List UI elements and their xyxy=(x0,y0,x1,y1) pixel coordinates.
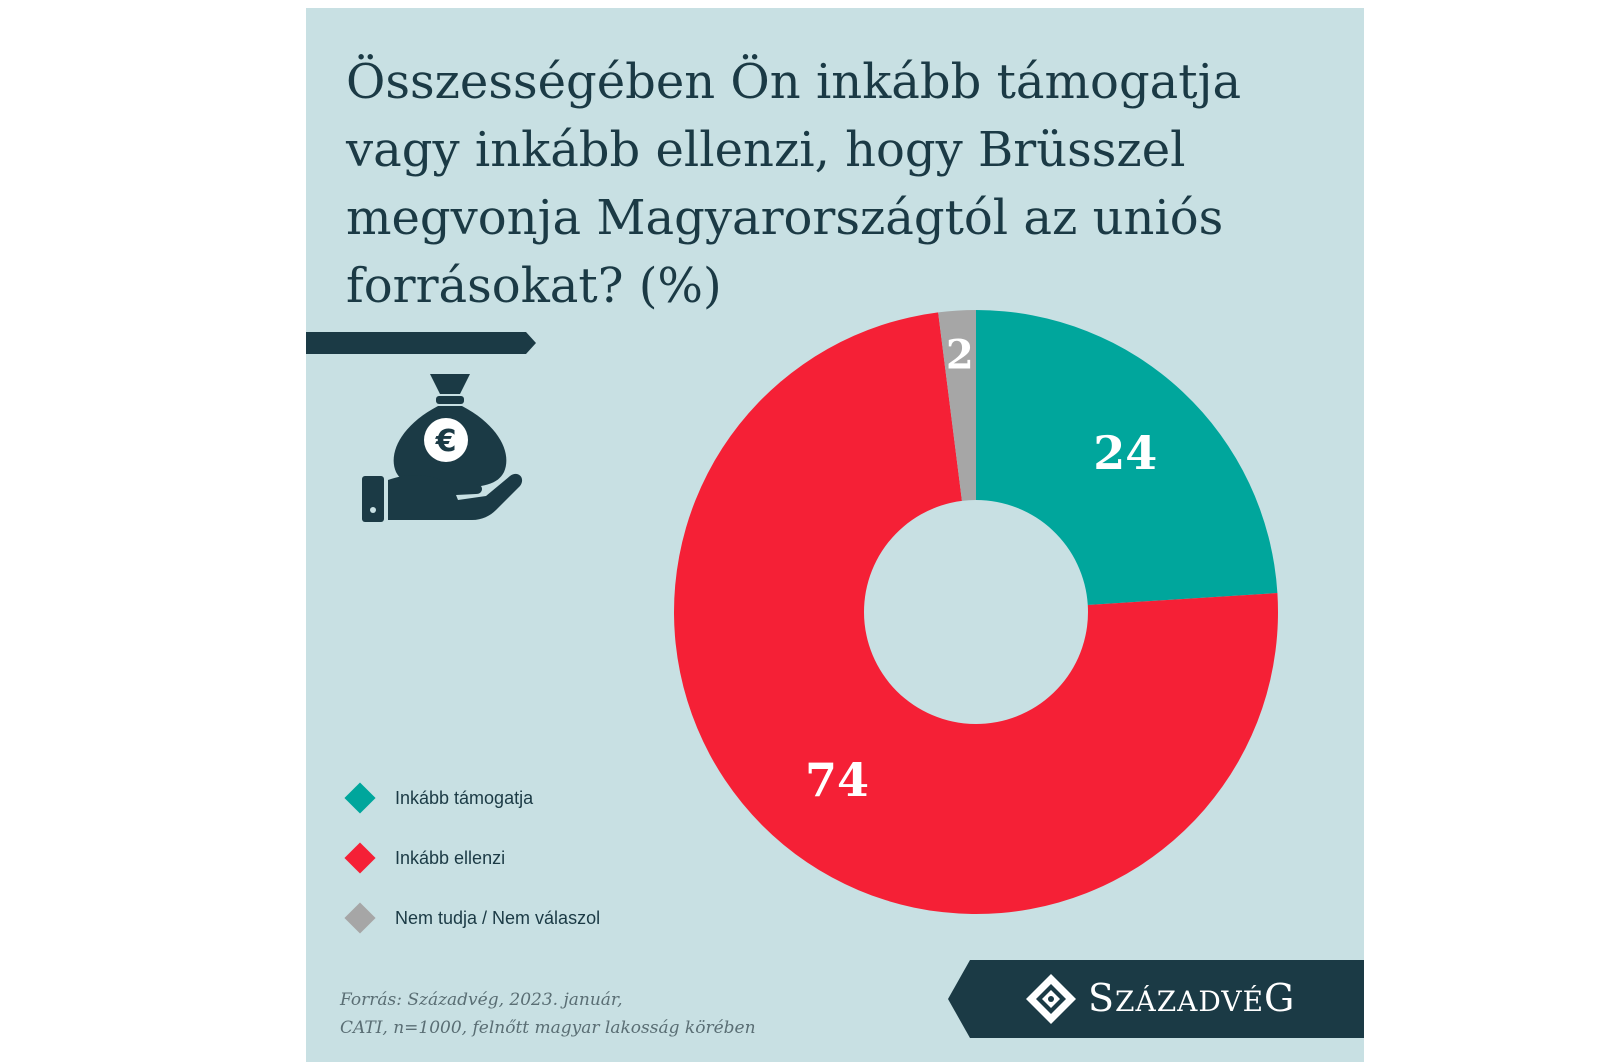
title-divider-bar xyxy=(306,332,536,354)
legend-label-support: Inkább támogatja xyxy=(395,787,534,808)
legend-swatch-support xyxy=(344,782,376,814)
brand-letters-mid: ZÁZADV xyxy=(1115,985,1243,1018)
money-bag-euro-hand-icon: € xyxy=(362,374,523,522)
legend-label-unknown: Nem tudja / Nem válaszol xyxy=(395,907,601,928)
source-note: Forrás: Századvég, 2023. január, CATI, n… xyxy=(340,986,756,1042)
infographic-card: Összességében Ön inkább támogatja vagy i… xyxy=(306,8,1364,1062)
brand-wordmark: SZÁZADVÉG xyxy=(1088,976,1295,1020)
svg-text:€: € xyxy=(435,424,457,459)
brand-letter-e: É xyxy=(1242,985,1265,1018)
donut-slice-unknown xyxy=(938,310,976,501)
diamond-emblem-icon xyxy=(1026,974,1076,1024)
data-label-oppose: 74 xyxy=(805,753,869,807)
chart-legend: Inkább támogatja Inkább ellenzi Nem tudj… xyxy=(342,768,600,948)
donut-chart: 24 74 2 xyxy=(673,310,1278,914)
donut-slice-support xyxy=(976,310,1278,605)
data-label-support: 24 xyxy=(1093,426,1157,480)
brand-logo: SZÁZADVÉG xyxy=(948,960,1364,1038)
legend-swatch-unknown xyxy=(344,902,376,934)
chart-title: Összességében Ön inkább támogatja vagy i… xyxy=(346,54,1242,314)
source-line-2: CATI, n=1000, felnőtt magyar lakosság kö… xyxy=(340,1018,756,1038)
brand-letter-s: S xyxy=(1088,976,1116,1020)
donut-slice-oppose xyxy=(673,312,1278,914)
legend-item-unknown: Nem tudja / Nem válaszol xyxy=(342,888,600,948)
legend-swatch-oppose xyxy=(344,842,376,874)
legend-label-oppose: Inkább ellenzi xyxy=(395,847,506,868)
data-label-unknown: 2 xyxy=(946,332,974,379)
source-line-1: Forrás: Századvég, 2023. január, xyxy=(340,990,623,1010)
legend-item-oppose: Inkább ellenzi xyxy=(342,828,600,888)
brand-letter-g: G xyxy=(1264,976,1296,1020)
legend-item-support: Inkább támogatja xyxy=(342,768,600,828)
